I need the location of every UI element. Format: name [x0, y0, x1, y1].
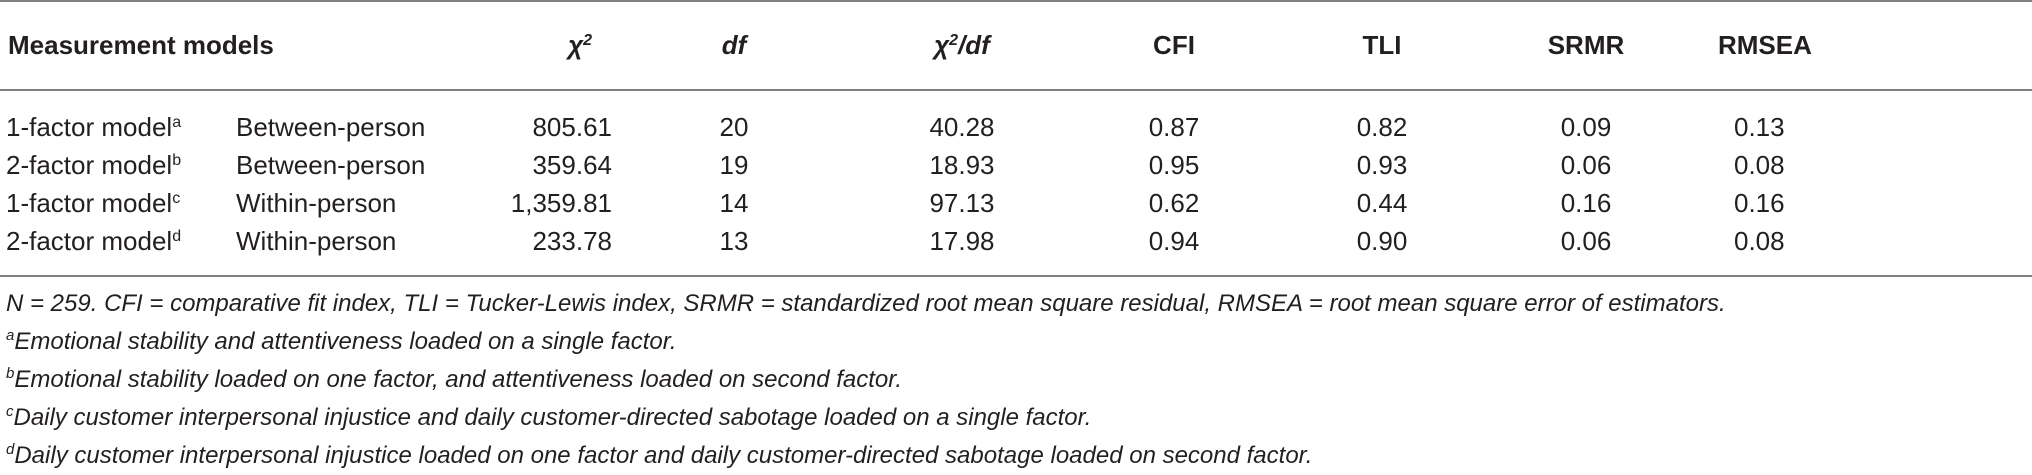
header-measurement-models: Measurement models: [8, 29, 274, 60]
header-srmr: SRMR: [1547, 29, 1625, 60]
table-row: 1-factor modela Between-person 805.61 20…: [0, 90, 2032, 146]
model-cell: 1-factor modelc: [6, 187, 181, 218]
chi2df-cell: 97.13: [929, 187, 995, 218]
chi2-cell: 1,359.81: [510, 187, 612, 218]
cfi-cell: 0.62: [1148, 187, 1200, 218]
cfi-cell: 0.87: [1148, 111, 1200, 142]
model-cell: 1-factor modela: [6, 111, 182, 142]
cfi-cell: 0.94: [1148, 225, 1200, 256]
rmsea-cell: 0.13: [1734, 111, 1785, 142]
df-cell: 13: [719, 225, 749, 256]
header-cfi: CFI: [1153, 29, 1195, 60]
model-cell: 2-factor modeld: [6, 225, 182, 256]
tli-cell: 0.90: [1356, 225, 1408, 256]
level-cell: Between-person: [236, 111, 426, 142]
table-top-rule: [0, 0, 2032, 2]
df-cell: 14: [719, 187, 749, 218]
model-cell: 2-factor modelb: [6, 149, 182, 180]
srmr-cell: 0.06: [1560, 149, 1612, 180]
header-chi-square-df: χ2/df: [934, 29, 990, 60]
srmr-cell: 0.09: [1560, 111, 1612, 142]
note-c: cDaily customer interpersonal injustice …: [6, 403, 1092, 431]
chi2-cell: 805.61: [532, 111, 612, 142]
chi2df-cell: 17.98: [929, 225, 995, 256]
rmsea-cell: 0.08: [1734, 225, 1785, 256]
chi2-cell: 233.78: [532, 225, 612, 256]
level-cell: Within-person: [236, 225, 397, 256]
rmsea-cell: 0.16: [1734, 187, 1785, 218]
level-cell: Within-person: [236, 187, 397, 218]
header-rmsea: RMSEA: [1718, 29, 1812, 60]
table-row: 1-factor modelc Within-person 1,359.81 1…: [0, 184, 2032, 222]
header-chi-square: χ2: [568, 29, 592, 60]
header-tli: TLI: [1362, 29, 1402, 60]
note-b: bEmotional stability loaded on one facto…: [6, 365, 903, 393]
fit-indices-table: Measurement models χ2 df χ2/df CFI TLI S…: [0, 0, 2032, 270]
rmsea-cell: 0.08: [1734, 149, 1785, 180]
table-bottom-rule: [0, 275, 2032, 277]
df-cell: 20: [719, 111, 749, 142]
table-header-row: Measurement models χ2 df χ2/df CFI TLI S…: [0, 0, 2032, 90]
table-row: 2-factor modelb Between-person 359.64 19…: [0, 146, 2032, 184]
measurement-models-table: Measurement models χ2 df χ2/df CFI TLI S…: [0, 0, 2032, 270]
table-row: 2-factor modeld Within-person 233.78 13 …: [0, 222, 2032, 270]
note-d: dDaily customer interpersonal injustice …: [6, 441, 1313, 469]
tli-cell: 0.82: [1356, 111, 1408, 142]
chi2-cell: 359.64: [532, 149, 612, 180]
chi2df-cell: 40.28: [929, 111, 995, 142]
level-cell: Between-person: [236, 149, 426, 180]
note-a: aEmotional stability and attentiveness l…: [6, 327, 677, 355]
df-cell: 19: [719, 149, 749, 180]
table-header-rule: [0, 89, 2032, 91]
chi2df-cell: 18.93: [929, 149, 995, 180]
tli-cell: 0.44: [1356, 187, 1408, 218]
table-notes: N = 259. CFI = comparative fit index, TL…: [6, 285, 1726, 475]
srmr-cell: 0.06: [1560, 225, 1612, 256]
cfi-cell: 0.95: [1148, 149, 1200, 180]
tli-cell: 0.93: [1356, 149, 1408, 180]
srmr-cell: 0.16: [1560, 187, 1612, 218]
note-general: N = 259. CFI = comparative fit index, TL…: [6, 290, 1726, 317]
header-df: df: [721, 29, 747, 60]
